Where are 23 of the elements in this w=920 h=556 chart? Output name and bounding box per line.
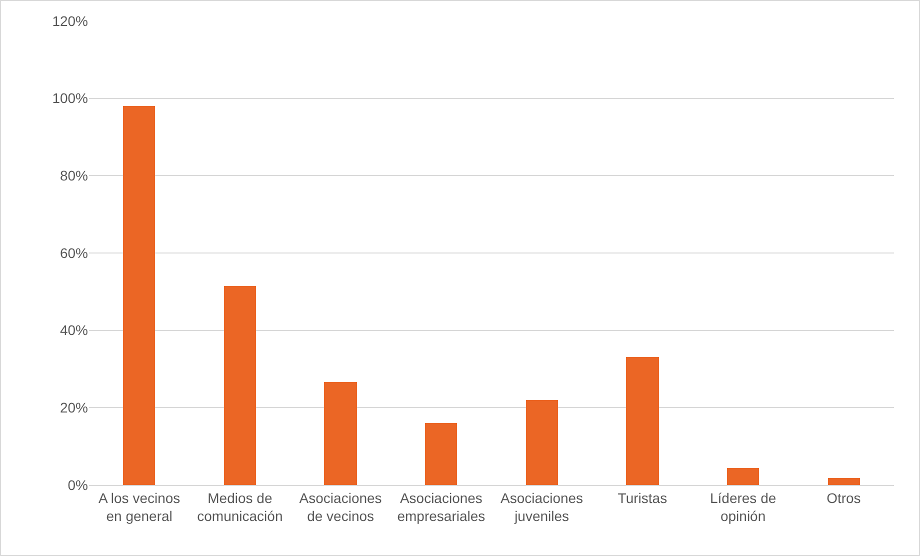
x-tick-label: Medios de comunicación [197, 490, 283, 524]
x-tick-label: Asociaciones empresariales [397, 490, 486, 524]
x-tick-label: Asociaciones de vecinos [299, 490, 382, 524]
x-tick-label: Líderes de opinión [710, 490, 776, 524]
bar [324, 382, 357, 485]
y-tick-label: 60% [60, 244, 88, 261]
x-tick-label: A los vecinos en general [98, 490, 180, 524]
y-tick-label: 80% [60, 168, 88, 184]
x-tick-label: Otros [826, 490, 861, 506]
bar [526, 400, 558, 485]
x-tick-label: Turistas [618, 490, 668, 506]
bar [828, 478, 860, 485]
y-tick-label: 40% [60, 322, 88, 338]
bar [224, 286, 256, 485]
bar [727, 468, 759, 485]
y-tick-label: 100% [52, 90, 88, 106]
bar [626, 357, 659, 485]
y-tick-label: 20% [60, 400, 88, 416]
x-tick-label: Asociaciones juveniles [500, 490, 584, 524]
bar [123, 106, 155, 485]
y-tick-label: 0% [68, 476, 88, 493]
y-tick-label: 120% [52, 12, 88, 29]
bar [425, 423, 457, 485]
